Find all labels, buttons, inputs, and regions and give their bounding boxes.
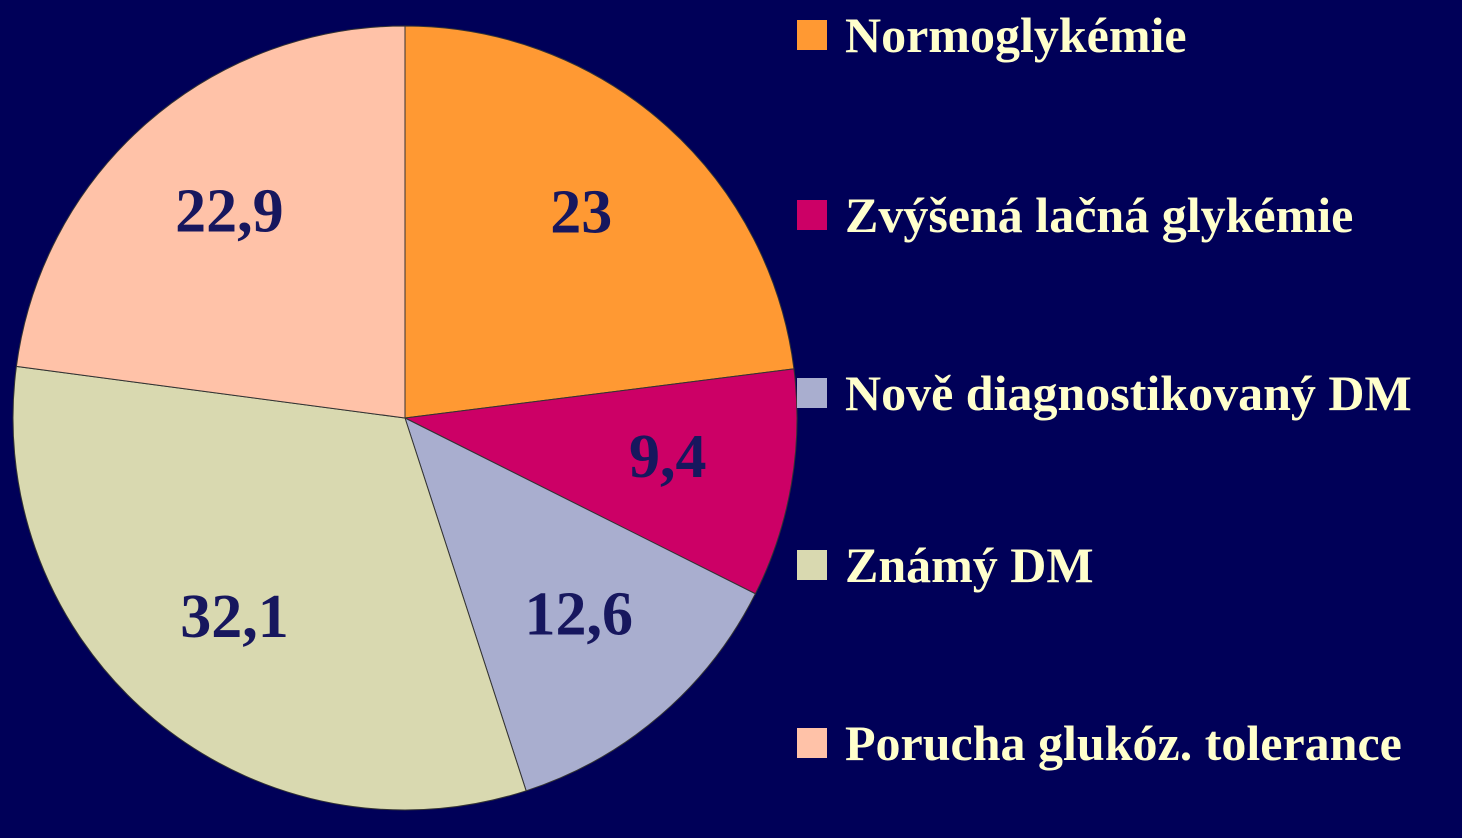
data-label: 23 bbox=[550, 178, 612, 246]
legend-label: Známý DM bbox=[845, 537, 1094, 593]
legend-swatch bbox=[797, 378, 827, 408]
legend-label: Zvýšená lačná glykémie bbox=[845, 187, 1354, 243]
legend-swatch bbox=[797, 728, 827, 758]
data-label: 22,9 bbox=[175, 178, 284, 246]
pie-slice bbox=[404, 25, 795, 419]
data-label: 32,1 bbox=[180, 583, 289, 651]
chart: 23 9,4 12,6 32,1 22,9 bbox=[12, 25, 798, 811]
pie-slice bbox=[12, 365, 527, 811]
data-label: 9,4 bbox=[629, 423, 707, 491]
pie-slice bbox=[15, 25, 406, 419]
legend-label: Nově diagnostikovaný DM bbox=[845, 365, 1412, 421]
pie-slice bbox=[403, 368, 798, 595]
data-label: 12,6 bbox=[525, 580, 634, 648]
legend-label: Porucha glukóz. tolerance bbox=[845, 715, 1402, 771]
legend-label: Normoglykémie bbox=[845, 7, 1187, 63]
pie-slice bbox=[404, 417, 757, 792]
legend-swatch bbox=[797, 20, 827, 50]
legend-swatch bbox=[797, 200, 827, 230]
legend-swatch bbox=[797, 550, 827, 580]
